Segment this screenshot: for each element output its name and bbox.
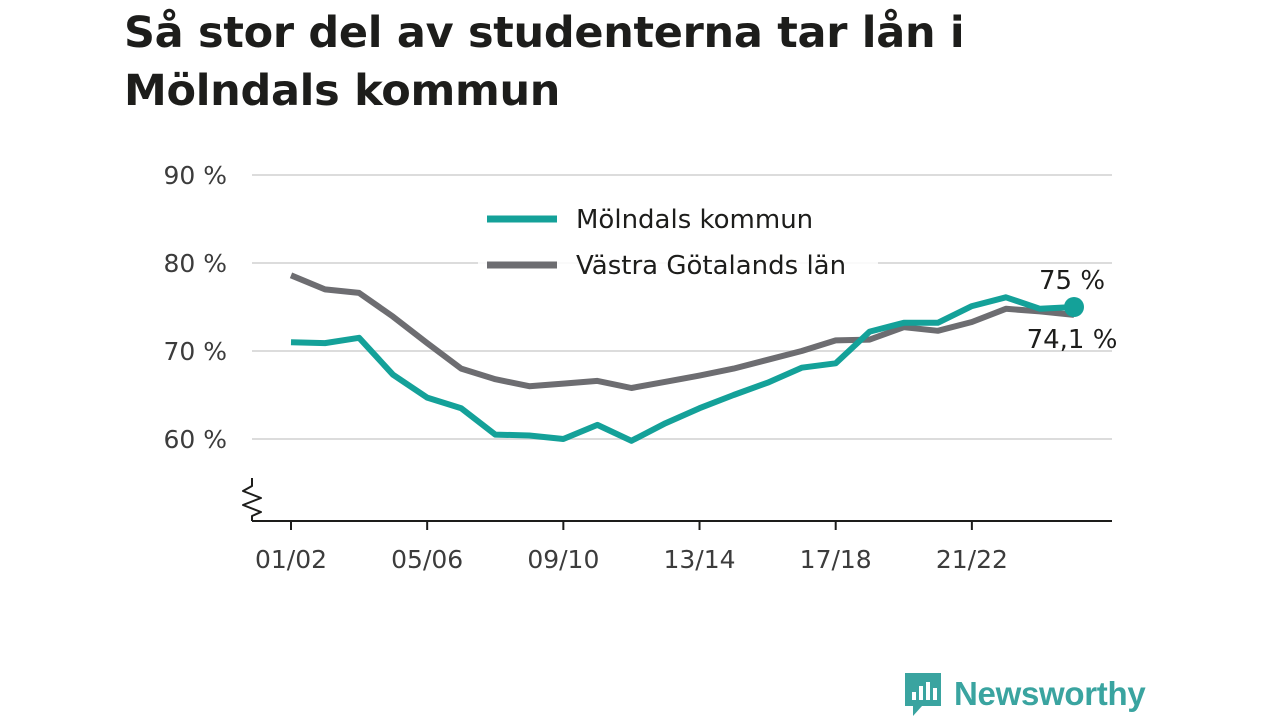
end-label-vastra-gotaland: 74,1 %: [1027, 325, 1118, 355]
newsworthy-logo: Newsworthy: [902, 670, 1146, 718]
y-tick-label: 70 %: [163, 337, 227, 366]
end-label-molndal: 75 %: [1039, 266, 1105, 296]
legend-label: Västra Götalands län: [576, 251, 846, 281]
x-tick-label: 05/06: [391, 545, 463, 574]
axis-break-icon: [242, 478, 262, 521]
x-tick-label: 09/10: [527, 545, 599, 574]
y-tick-label: 60 %: [163, 425, 227, 454]
end-point-marker: [1064, 297, 1084, 317]
legend-background: [478, 196, 878, 288]
series-line-vastra-gotaland: [289, 272, 1075, 391]
series-line-molndal: [290, 294, 1075, 444]
brand-name: Newsworthy: [954, 675, 1146, 712]
y-tick-label: 90 %: [163, 161, 227, 190]
x-tick-label: 13/14: [663, 545, 735, 574]
newsworthy-icon: [905, 673, 941, 716]
x-tick-label: 01/02: [255, 545, 327, 574]
chart-title: Så stor del av studenterna tar lån i Möl…: [124, 8, 965, 116]
x-tick-label: 21/22: [936, 545, 1008, 574]
legend-label: Mölndals kommun: [576, 205, 813, 235]
x-tick-label: 17/18: [800, 545, 872, 574]
y-tick-label: 80 %: [163, 249, 227, 278]
